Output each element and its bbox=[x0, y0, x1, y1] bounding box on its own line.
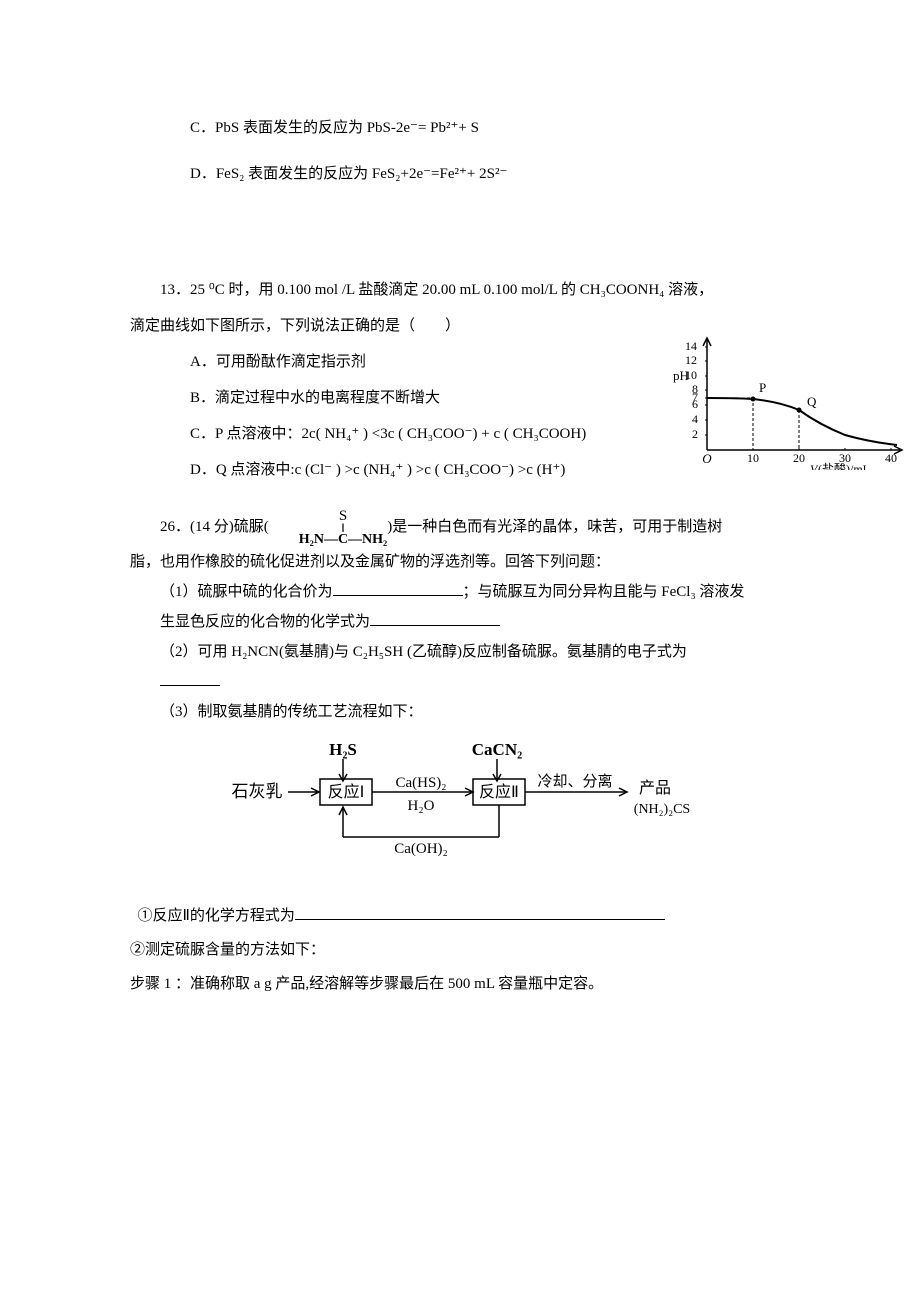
svg-text:CaCN₂: CaCN₂ bbox=[472, 740, 522, 759]
svg-text:10: 10 bbox=[747, 451, 759, 465]
svg-text:40: 40 bbox=[885, 451, 897, 465]
prev-option-c: C．PbS 表面发生的反应为 PbS-2e⁻= Pb²⁺+ S bbox=[130, 110, 820, 146]
svg-text:P: P bbox=[759, 380, 766, 395]
svg-text:4: 4 bbox=[692, 412, 698, 426]
svg-text:12: 12 bbox=[685, 353, 697, 367]
q26-lead-a: 26．(14 分)硫脲( bbox=[160, 519, 269, 535]
svg-text:H₂S: H₂S bbox=[329, 740, 357, 759]
process-flow-diagram: H₂S CaCN₂ 石灰乳 反应Ⅰ Ca(HS)₂ H₂O 反应Ⅱ 冷却、分离 … bbox=[225, 737, 725, 881]
svg-text:反应Ⅰ: 反应Ⅰ bbox=[328, 782, 365, 801]
svg-text:(NH₂)₂CS: (NH₂)₂CS bbox=[634, 802, 690, 817]
q26-sub1-b: ；与硫脲互为同分异构且能与 FeCl₃ 溶液发 bbox=[463, 584, 745, 600]
q26-sub-eq: ①反应Ⅱ的化学方程式为 bbox=[138, 901, 821, 931]
svg-text:石灰乳: 石灰乳 bbox=[232, 782, 283, 801]
q26-sub2-blank bbox=[130, 667, 820, 697]
blank-formula bbox=[370, 610, 500, 626]
q26-sub2: （2）可用 H₂NCN(氨基腈)与 C₂H₅SH (乙硫醇)反应制备硫脲。氨基腈… bbox=[130, 637, 820, 667]
svg-text:反应Ⅱ: 反应Ⅱ bbox=[479, 782, 519, 801]
titration-chart: 14 12 10 8 7 6 4 2 pH 10 20 30 40 O V (盐… bbox=[665, 330, 910, 470]
q26-stem-line2: 脂，也用作橡胶的硫化促进剂以及金属矿物的浮选剂等。回答下列问题： bbox=[130, 547, 820, 577]
q26-sub1-a: （1）硫脲中硫的化合价为 bbox=[160, 584, 333, 600]
svg-text:6: 6 bbox=[692, 397, 698, 411]
opt-d-text: FeS₂ 表面发生的反应为 FeS₂+2e⁻=Fe²⁺+ 2S²⁻ bbox=[216, 166, 508, 182]
q26-measure-title: ②测定硫脲含量的方法如下： bbox=[130, 935, 820, 965]
svg-text:pH: pH bbox=[673, 368, 689, 383]
q26-step1: 步骤 1 ：准确称取 a g 产品,经溶解等步骤最后在 500 mL 容量瓶中定… bbox=[130, 969, 820, 999]
q26-sub2-a: （2）可用 H₂NCN(氨基腈)与 C₂H₅SH (乙硫醇)反应制备硫脲。氨基腈… bbox=[160, 644, 687, 660]
svg-text:O: O bbox=[702, 451, 712, 466]
svg-text:H₂O: H₂O bbox=[408, 798, 435, 814]
q26-stem-line1: 26．(14 分)硫脲( S ‖ H₂N—C—NH₂ )是一种白色而有光泽的晶体… bbox=[130, 508, 820, 547]
svg-text:Q: Q bbox=[807, 394, 817, 409]
q26-sub1-c: 生显色反应的化合物的化学式为 bbox=[160, 614, 370, 630]
q26-sub3: （3）制取氨基腈的传统工艺流程如下： bbox=[130, 697, 820, 727]
svg-text:2: 2 bbox=[692, 427, 698, 441]
svg-text:14: 14 bbox=[685, 339, 697, 353]
opt-d-label: D． bbox=[190, 166, 216, 182]
q26-lead-b: )是一种白色而有光泽的晶体，味苦，可用于制造树 bbox=[387, 519, 722, 535]
q26-sub1c: 生显色反应的化合物的化学式为 bbox=[130, 607, 820, 637]
q26-sub1: （1）硫脲中硫的化合价为 ；与硫脲互为同分异构且能与 FeCl₃ 溶液发 bbox=[130, 577, 820, 607]
svg-text:Ca(OH)₂: Ca(OH)₂ bbox=[394, 841, 448, 857]
q26-sub-eq-text: ①反应Ⅱ的化学方程式为 bbox=[138, 908, 295, 924]
svg-text:Ca(HS)₂: Ca(HS)₂ bbox=[395, 775, 446, 791]
blank-equation bbox=[295, 904, 665, 920]
svg-text:(盐酸)/mL: (盐酸)/mL bbox=[818, 461, 870, 470]
prev-option-d: D．FeS₂ 表面发生的反应为 FeS₂+2e⁻=Fe²⁺+ 2S²⁻ bbox=[130, 156, 820, 192]
thiourea-structure: S ‖ H₂N—C—NH₂ bbox=[269, 508, 388, 547]
opt-c-text: PbS 表面发生的反应为 PbS-2e⁻= Pb²⁺+ S bbox=[215, 120, 479, 136]
opt-c-label: C． bbox=[190, 120, 215, 136]
blank-valence bbox=[333, 580, 463, 596]
svg-text:冷却、分离: 冷却、分离 bbox=[537, 773, 612, 790]
q13-stem-line1: 13．25 ⁰C 时，用 0.100 mol /L 盐酸滴定 20.00 mL … bbox=[130, 272, 820, 308]
svg-text:20: 20 bbox=[793, 451, 805, 465]
svg-text:产品: 产品 bbox=[639, 779, 671, 797]
blank-electron bbox=[160, 670, 220, 686]
